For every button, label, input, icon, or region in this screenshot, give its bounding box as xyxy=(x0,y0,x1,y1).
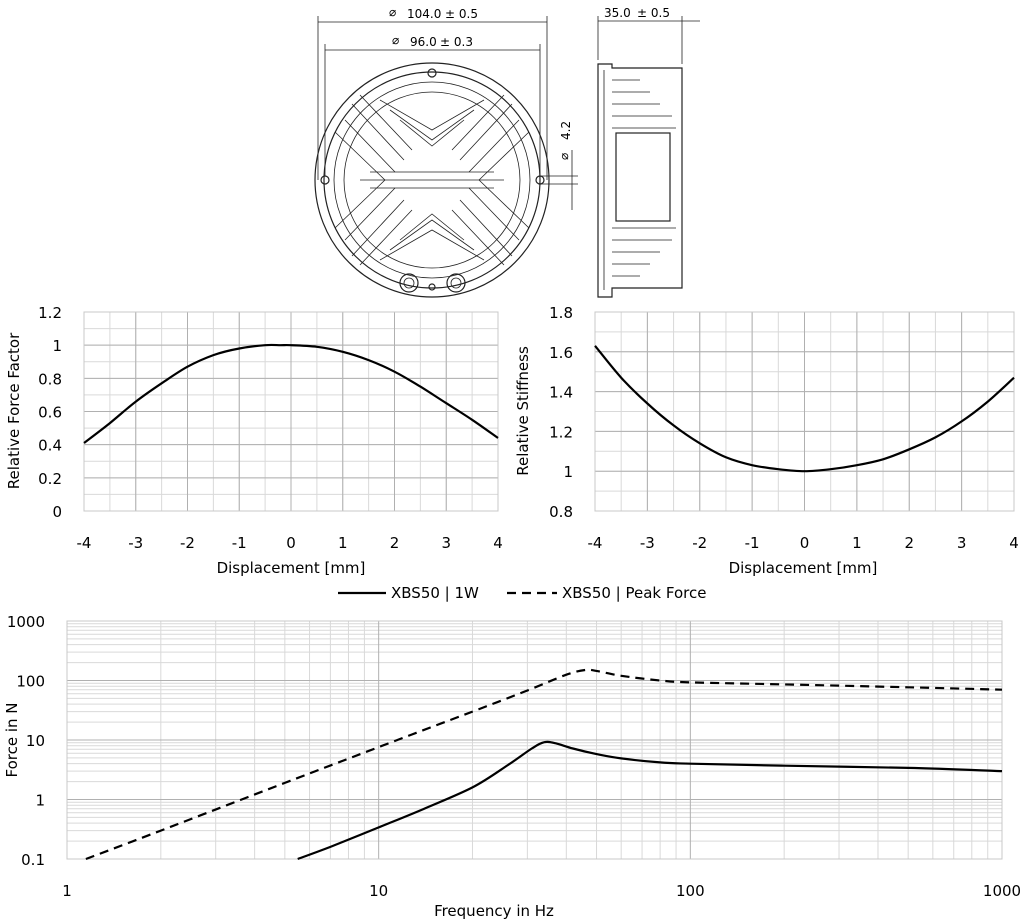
series-line-0 xyxy=(83,343,499,444)
y-tick-label: 0.1 xyxy=(21,851,45,869)
mount-hole-left xyxy=(320,175,330,185)
series-line-0 xyxy=(297,740,1003,861)
hole-diameter-value: 4.2 xyxy=(559,121,573,140)
technical-drawing: ⌀ 104.0 ± 0.5 ⌀ 96.0 ± 0.3 ⌀ 4.2 35.0 xyxy=(314,5,700,298)
x-tick-label: 3 xyxy=(957,534,967,552)
y-tick-label: 0.8 xyxy=(38,370,62,388)
y-tick-label: 0.2 xyxy=(38,470,62,488)
grille-ring-inner xyxy=(343,91,521,269)
x-tick-label: 2 xyxy=(904,534,914,552)
plot-frame xyxy=(83,311,499,512)
x-tick-label: 4 xyxy=(1009,534,1019,552)
x-tick-label: -1 xyxy=(232,534,247,552)
terminal-right xyxy=(446,273,466,293)
mount-hole-bottom xyxy=(428,283,436,291)
y-tick-label: 1.8 xyxy=(549,304,573,322)
outer-diameter-tolerance: ± 0.5 xyxy=(445,7,478,21)
x-tick-label: 3 xyxy=(441,534,451,552)
plot-frame xyxy=(594,311,1015,512)
y-tick-label: 1.4 xyxy=(549,384,573,402)
y-axis-label: Relative Force Factor xyxy=(5,332,23,489)
y-tick-label: 0 xyxy=(52,503,62,521)
x-axis-label: Frequency in Hz xyxy=(434,902,554,920)
y-tick-label: 1 xyxy=(563,463,573,481)
y-tick-label: 10 xyxy=(26,732,45,750)
depth-value: 35.0 xyxy=(604,6,631,20)
hole-diameter-symbol: ⌀ xyxy=(557,153,571,160)
inner-diameter-symbol: ⌀ xyxy=(392,33,399,47)
x-tick-label: 100 xyxy=(676,882,705,900)
y-tick-label: 1 xyxy=(52,337,62,355)
y-tick-label: 0.8 xyxy=(549,503,573,521)
inner-diameter-value: 96.0 xyxy=(410,35,437,49)
legend-label-peak: XBS50 | Peak Force xyxy=(562,584,706,602)
outer-diameter-value: 104.0 xyxy=(407,7,441,21)
x-tick-label: 0 xyxy=(286,534,296,552)
depth-tolerance: ± 0.5 xyxy=(637,6,670,20)
terminal-left-inner xyxy=(403,277,415,289)
x-tick-label: -2 xyxy=(180,534,195,552)
x-tick-label: -2 xyxy=(692,534,707,552)
inner-diameter-tolerance: ± 0.3 xyxy=(440,35,473,49)
x-tick-label: 4 xyxy=(493,534,503,552)
x-tick-label: 1 xyxy=(338,534,348,552)
x-tick-label: 1000 xyxy=(983,882,1020,900)
series-line-0 xyxy=(594,345,1015,473)
y-tick-label: 0.6 xyxy=(38,404,62,422)
y-tick-label: 1000 xyxy=(7,613,45,631)
x-tick-label: -4 xyxy=(588,534,603,552)
side-body xyxy=(597,63,683,298)
side-magnet xyxy=(615,132,671,222)
x-grille-pattern xyxy=(334,94,530,266)
plot-frame xyxy=(66,620,1003,860)
terminal-right-inner xyxy=(450,277,462,289)
side-fins xyxy=(603,70,676,290)
inner-rim xyxy=(323,71,541,289)
x-tick-label: 1 xyxy=(62,882,72,900)
grille-ring xyxy=(333,81,531,279)
side-view: 35.0 ± 0.5 xyxy=(597,6,700,298)
x-axis-label: Displacement [mm] xyxy=(217,559,366,577)
front-dimensions: ⌀ 104.0 ± 0.5 ⌀ 96.0 ± 0.3 ⌀ 4.2 xyxy=(317,5,578,210)
series-line-1 xyxy=(85,668,1003,861)
x-tick-label: -1 xyxy=(745,534,760,552)
x-axis-label: Displacement [mm] xyxy=(729,559,878,577)
y-tick-label: 100 xyxy=(16,673,45,691)
y-tick-label: 1 xyxy=(35,792,45,810)
mount-hole-top xyxy=(427,68,437,78)
x-tick-label: -3 xyxy=(128,534,143,552)
legend: XBS50 | 1W XBS50 | Peak Force xyxy=(338,584,706,602)
force-factor-chart: -4 -3 -2 -1 0 1 2 3 4 0 0.2 0.4 0.6 0.8 1 1.2 Displacem… xyxy=(5,304,503,577)
x-tick-label: -4 xyxy=(77,534,92,552)
outer-rim xyxy=(314,62,550,298)
x-tick-label: 2 xyxy=(390,534,400,552)
front-view xyxy=(314,62,550,298)
y-tick-label: 0.4 xyxy=(38,437,62,455)
legend-label-1w: XBS50 | 1W xyxy=(391,584,479,602)
x-tick-label: -3 xyxy=(640,534,655,552)
y-axis-label: Relative Stiffness xyxy=(514,346,532,476)
y-tick-label: 1.6 xyxy=(549,344,573,362)
y-tick-label: 1.2 xyxy=(38,304,62,322)
x-tick-label: 0 xyxy=(800,534,810,552)
x-tick-label: 1 xyxy=(852,534,862,552)
y-tick-label: 1.2 xyxy=(549,423,573,441)
terminal-left xyxy=(399,273,419,293)
stiffness-chart: -4 -3 -2 -1 0 1 2 3 4 0.8 1 1.2 1.4 1.6 1.8 Displaceme… xyxy=(514,304,1019,577)
y-axis-label: Force in N xyxy=(3,702,21,777)
outer-diameter-symbol: ⌀ xyxy=(389,5,396,19)
x-tick-label: 10 xyxy=(369,882,388,900)
